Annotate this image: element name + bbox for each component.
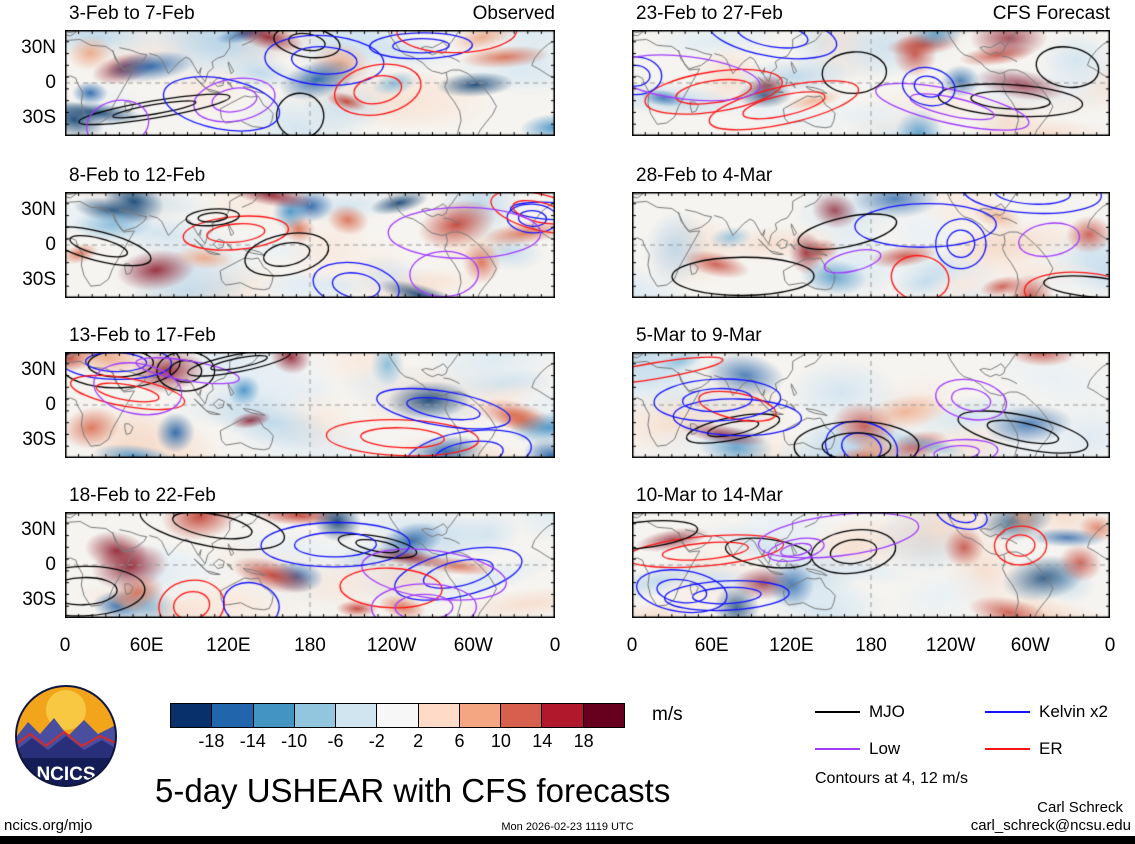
x-axis-label: 60E — [694, 635, 729, 656]
colorbar-tick-label: 18 — [573, 731, 594, 751]
colorbar-segment — [171, 704, 212, 727]
colorbar-segment — [376, 704, 418, 727]
colorbar-tick-label: -6 — [327, 731, 344, 751]
x-axis-label: 120E — [206, 635, 251, 656]
panel-canvas — [632, 30, 1110, 136]
panel-canvas — [65, 352, 555, 458]
x-axis-label: 180 — [294, 635, 326, 656]
x-axis-label: 0 — [1104, 635, 1116, 656]
y-axis-label: 0 — [45, 554, 56, 575]
y-axis-label: 30N — [21, 518, 56, 540]
y-axis-label: 30S — [22, 107, 56, 129]
colorbar-segment — [541, 704, 583, 727]
y-axis-label: 0 — [45, 394, 56, 415]
x-axis-label: 60W — [1010, 635, 1050, 656]
y-axis-label: 30N — [21, 198, 56, 220]
colorbar-tick-label: 14 — [532, 731, 553, 751]
x-axis-label: 120E — [769, 635, 814, 656]
panel-title: 5-Mar to 9-Mar — [636, 325, 762, 346]
colorbar-segment — [293, 704, 336, 727]
colorbar-tick-label: -10 — [281, 731, 308, 751]
x-axis-label: 120W — [925, 635, 976, 656]
panel-corner-label: Observed — [472, 3, 555, 24]
x-axis-label: 0 — [549, 635, 561, 656]
panel-title: 8-Feb to 12-Feb — [69, 165, 206, 186]
colorbar-tick-label: -2 — [368, 731, 385, 751]
x-axis-label: 180 — [855, 635, 887, 656]
colorbar-segment — [500, 704, 542, 727]
colorbar-tick-label: -14 — [239, 731, 266, 751]
legend-line-swatch — [815, 710, 860, 713]
legend-label: Low — [869, 738, 901, 758]
legend-item: MJO — [815, 702, 985, 722]
panel-canvas — [65, 512, 555, 618]
figure-title: 5-day USHEAR with CFS forecasts — [155, 772, 671, 809]
panel-canvas — [632, 512, 1110, 618]
panel-corner-label: CFS Forecast — [992, 3, 1110, 24]
x-axis-label: 120W — [366, 635, 417, 656]
legend-item: Low — [815, 739, 985, 759]
logo-text: NCICS — [36, 764, 95, 785]
y-axis-label: 30S — [22, 589, 56, 611]
colorbar-segment — [211, 704, 253, 727]
legend-label: Kelvin x2 — [1039, 701, 1108, 721]
legend-item: Kelvin x2 — [985, 702, 1115, 722]
colorbar-segment — [582, 704, 624, 727]
footer-email: carl_schreck@ncsu.edu — [970, 817, 1131, 834]
colorbar-tick-label: 2 — [413, 731, 424, 751]
ncics-logo-graphic: NCICS — [15, 685, 117, 787]
y-axis-label: 30N — [21, 358, 56, 380]
legend-line-swatch — [985, 710, 1030, 713]
bottom-bar — [0, 836, 1135, 844]
legend-label: ER — [1039, 738, 1063, 758]
y-axis-label: 30N — [21, 36, 56, 58]
ncics-logo: NCICS — [14, 684, 118, 788]
wave-legend: MJO Kelvin x2 Low ER — [815, 693, 1115, 767]
colorbar-tick-label: 10 — [490, 731, 511, 751]
y-axis-label: 30S — [22, 429, 56, 451]
legend-item: ER — [985, 739, 1115, 759]
panel-canvas — [632, 352, 1110, 458]
panel-title: 23-Feb to 27-Feb — [636, 3, 783, 24]
panel-canvas — [65, 30, 555, 136]
panel-canvas — [65, 192, 555, 298]
colorbar-tick-label: 6 — [454, 731, 465, 751]
legend-line-swatch — [985, 747, 1030, 750]
y-axis-label: 0 — [45, 72, 56, 93]
footer-timestamp: Mon 2026-02-23 1119 UTC — [501, 821, 634, 833]
colorbar — [170, 703, 625, 728]
footer-site: ncics.org/mjo — [4, 817, 93, 834]
colorbar-segment — [458, 704, 501, 727]
contours-note: Contours at 4, 12 m/s — [815, 770, 968, 787]
panel-title: 10-Mar to 14-Mar — [636, 485, 783, 506]
x-axis-label: 0 — [59, 635, 71, 656]
colorbar-segment — [252, 704, 294, 727]
colorbar-segment — [335, 704, 377, 727]
y-axis-label: 30S — [22, 269, 56, 291]
panel-canvas — [632, 192, 1110, 298]
author-credit: Carl Schreck — [1037, 799, 1123, 816]
y-axis-label: 0 — [45, 234, 56, 255]
colorbar-tick-label: -18 — [198, 731, 225, 751]
panel-title: 13-Feb to 17-Feb — [69, 325, 216, 346]
colorbar-segment — [417, 704, 459, 727]
x-axis-label: 0 — [626, 635, 638, 656]
legend-line-swatch — [815, 747, 860, 750]
panel-title: 28-Feb to 4-Mar — [636, 165, 773, 186]
colorbar-unit: m/s — [652, 704, 683, 725]
panel-title: 18-Feb to 22-Feb — [69, 485, 216, 506]
x-axis-label: 60E — [129, 635, 164, 656]
panel-title: 3-Feb to 7-Feb — [69, 3, 195, 24]
legend-label: MJO — [869, 701, 905, 721]
x-axis-label: 60W — [453, 635, 493, 656]
